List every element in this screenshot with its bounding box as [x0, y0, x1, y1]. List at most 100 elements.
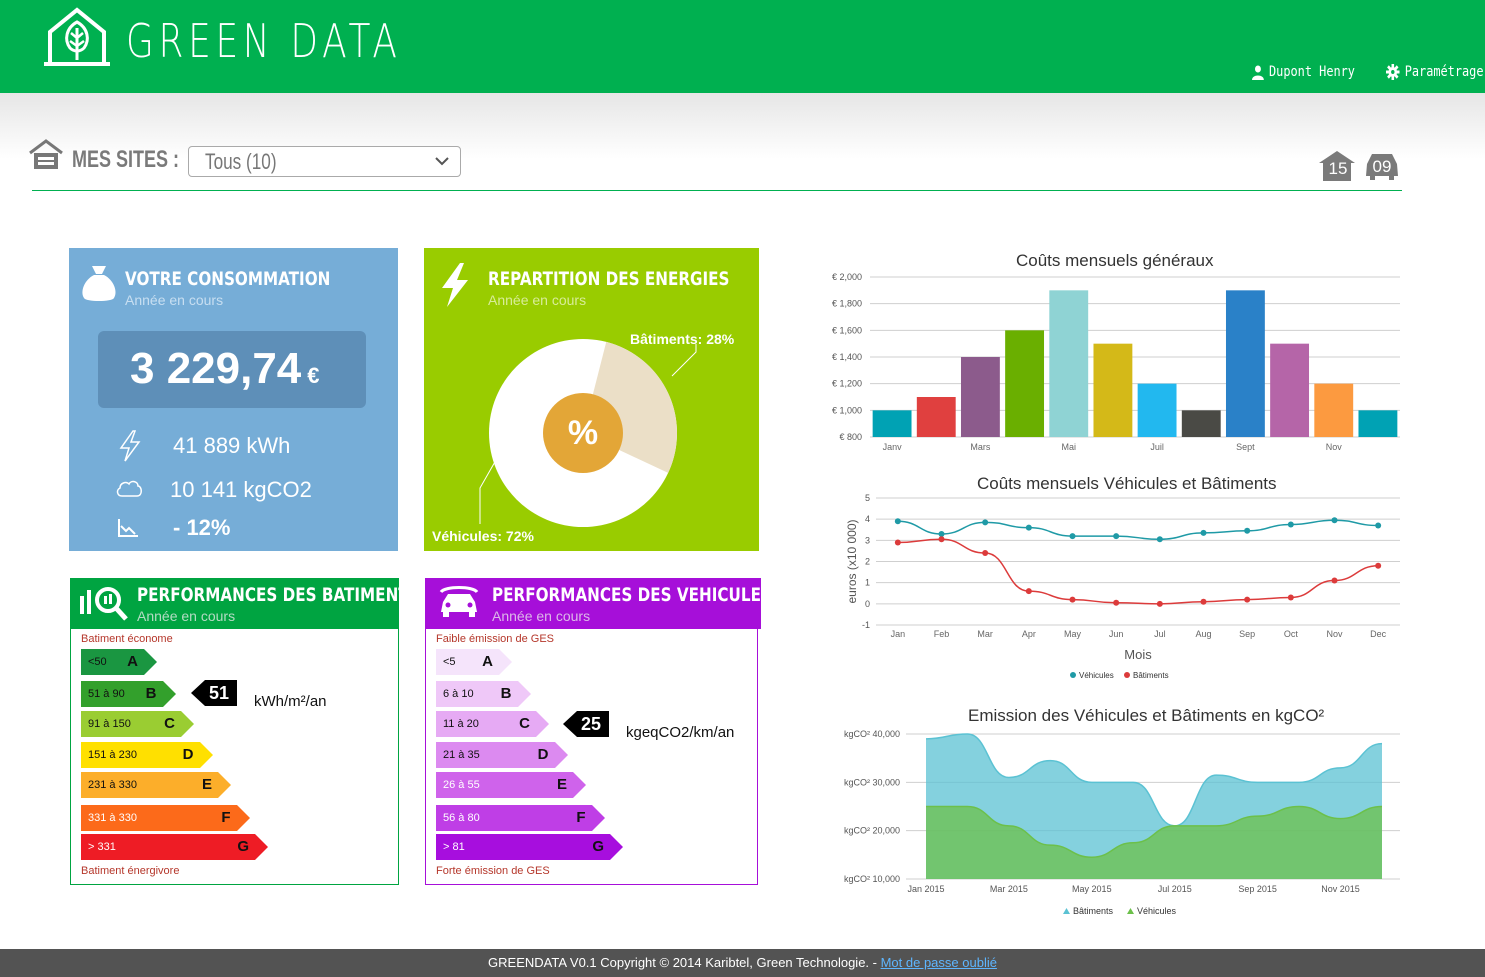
buildings-class-b: 51 à 90 B [81, 681, 176, 707]
trend-stat: - 12% [173, 515, 231, 540]
buildings-class-f: 331 à 330 F [81, 805, 250, 831]
data-point[interactable] [1113, 533, 1120, 540]
vehicles-best-label: Faible émission de GES [436, 633, 554, 645]
y-tick-label: 0 [865, 599, 870, 609]
sites-select-value: Tous (10) [205, 149, 277, 174]
trend-chart-icon [118, 519, 138, 537]
data-point[interactable] [938, 530, 945, 537]
data-point[interactable] [1200, 529, 1207, 536]
data-point[interactable] [1287, 594, 1294, 601]
user-icon [1252, 65, 1264, 80]
buildings-performance-title: PERFORMANCES DES BATIMENTS [137, 584, 420, 606]
buildings-class-g: > 331 G [81, 834, 268, 860]
bar[interactable] [1093, 343, 1133, 437]
user-menu[interactable]: Dupont Henry [1252, 64, 1355, 80]
data-point[interactable] [1025, 588, 1032, 595]
bar[interactable] [1049, 290, 1089, 437]
x-tick-label: Aug [1195, 629, 1211, 639]
buildings-rating-marker: 51 [191, 680, 238, 706]
data-point[interactable] [1287, 521, 1294, 528]
vehicles-class-range: 21 à 35 [443, 749, 480, 761]
legend-item[interactable]: Bâtiments [1133, 671, 1169, 680]
x-axis-label: Mois [1124, 647, 1152, 662]
bar[interactable] [1314, 383, 1354, 437]
footer-copyright: GREENDATA V0.1 Copyright © 2014 Karibtel… [488, 955, 881, 970]
x-tick-label: Dec [1370, 629, 1387, 639]
buildings-worst-label: Batiment énergivore [81, 865, 180, 877]
bar[interactable] [960, 357, 1000, 437]
buildings-class-letter: D [182, 746, 194, 763]
house-leaf-logo-icon[interactable] [44, 6, 110, 68]
x-tick-label: Nov 2015 [1321, 884, 1360, 894]
legend-item[interactable]: Bâtiments [1073, 906, 1114, 916]
vehicles-performance-header: PERFORMANCES DES VEHICULES Année en cour… [425, 578, 772, 629]
data-point[interactable] [938, 536, 945, 543]
vehicles-class-range: <5 [443, 656, 456, 668]
bar[interactable] [916, 397, 956, 437]
buildings-class-range: <50 [88, 656, 107, 668]
x-tick-label: Juil [1150, 442, 1164, 452]
currency-symbol: € [307, 363, 320, 388]
sites-divider [32, 190, 1402, 191]
vehicles-class-letter: E [556, 776, 567, 793]
vehicles-class-g: > 81 G [436, 834, 623, 860]
buildings-class-a: <50 A [81, 649, 157, 675]
legend-marker [1127, 908, 1134, 914]
x-tick-label: Sept [1236, 442, 1255, 452]
sites-select[interactable]: Tous (10) [188, 146, 461, 177]
data-point[interactable] [1375, 562, 1382, 569]
y-axis-label: euros (x10 000) [845, 519, 859, 603]
data-point[interactable] [1331, 577, 1338, 584]
y-tick-label: 5 [865, 493, 870, 503]
bar[interactable] [872, 410, 912, 437]
data-point[interactable] [1156, 600, 1163, 607]
buildings-rating-unit: kWh/m²/an [254, 693, 327, 710]
amount-number: 3 229,74 [130, 344, 302, 393]
buildings-class-letter: F [221, 809, 231, 826]
data-point[interactable] [982, 519, 989, 526]
legend-item[interactable]: Véhicules [1137, 906, 1177, 916]
data-point[interactable] [1156, 536, 1163, 543]
data-point[interactable] [894, 539, 901, 546]
data-point[interactable] [1200, 598, 1207, 605]
buildings-rating-value: 51 [205, 680, 238, 706]
x-tick-label: May [1064, 629, 1082, 639]
data-point[interactable] [1069, 596, 1076, 603]
y-tick-label: € 1,400 [832, 352, 862, 362]
series-line [897, 519, 1379, 541]
buildings-class-range: 151 à 230 [88, 749, 137, 761]
bar[interactable] [1358, 410, 1398, 437]
data-point[interactable] [1244, 527, 1251, 534]
bar[interactable] [1270, 343, 1310, 437]
bar[interactable] [1225, 290, 1265, 437]
bar[interactable] [1137, 383, 1177, 437]
monthly-costs-chart-title: Coûts mensuels généraux [1016, 251, 1214, 270]
vehicles-worst-label: Forte émission de GES [436, 865, 550, 877]
buildings-share-label: Bâtiments: 28% [630, 331, 735, 347]
amount-value: 3 229,74 € [130, 344, 320, 394]
data-point[interactable] [1244, 596, 1251, 603]
legend-marker [1124, 672, 1130, 678]
buildings-best-label: Batiment économe [81, 633, 173, 645]
data-point[interactable] [1025, 524, 1032, 531]
bar[interactable] [1005, 330, 1045, 437]
y-tick-label: € 2,000 [832, 272, 862, 282]
vehicles-class-letter: G [592, 838, 604, 855]
series-area [926, 806, 1382, 879]
data-point[interactable] [1331, 517, 1338, 524]
y-tick-label: 4 [865, 514, 870, 524]
buildings-class-e: 231 à 330 E [81, 772, 231, 798]
y-tick-label: kgCO² 30,000 [844, 777, 900, 787]
bar[interactable] [1181, 410, 1221, 437]
data-point[interactable] [1113, 599, 1120, 606]
legend-marker [1063, 908, 1070, 914]
chevron-down-icon [435, 157, 449, 166]
data-point[interactable] [894, 518, 901, 525]
data-point[interactable] [982, 550, 989, 557]
forgot-password-link[interactable]: Mot de passe oublié [880, 955, 997, 970]
buildings-class-letter: E [201, 776, 212, 793]
settings-menu[interactable]: Paramétrage [1386, 64, 1484, 80]
legend-item[interactable]: Véhicules [1079, 671, 1114, 680]
data-point[interactable] [1069, 533, 1076, 540]
data-point[interactable] [1375, 522, 1382, 529]
